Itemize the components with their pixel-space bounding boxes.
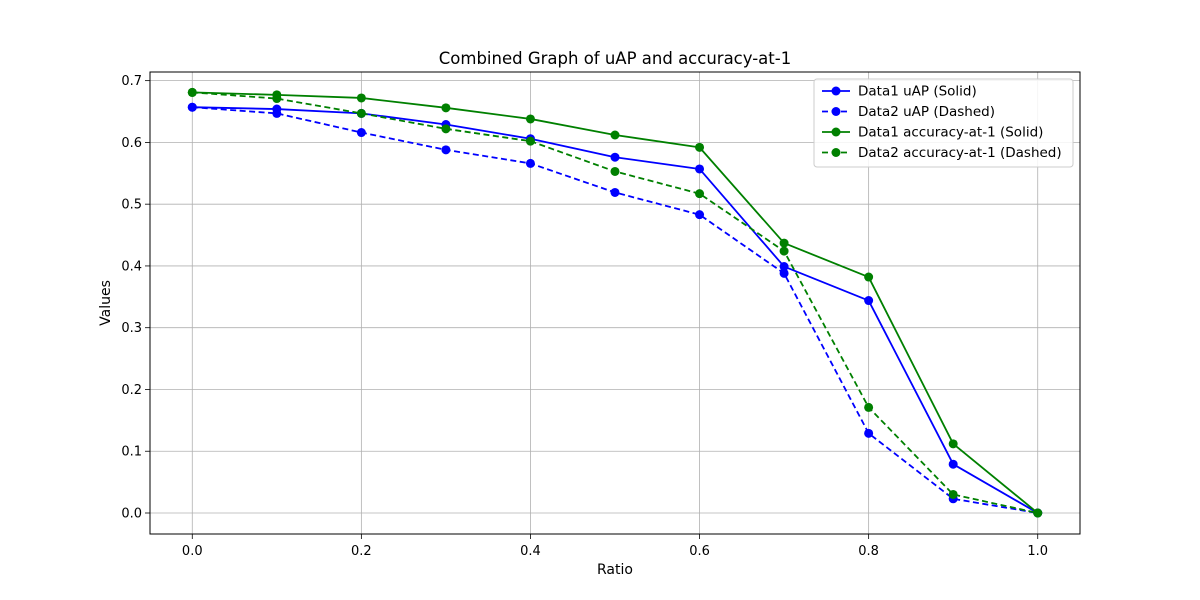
x-tick-label: 1.0 — [1027, 544, 1048, 559]
y-tick-label: 0.0 — [121, 507, 142, 522]
data-point — [610, 152, 620, 162]
legend-marker — [831, 86, 841, 96]
data-point — [1033, 508, 1043, 518]
x-tick-label: 0.2 — [351, 544, 372, 559]
data-point — [525, 114, 535, 124]
data-point — [779, 268, 789, 278]
data-point — [610, 187, 620, 197]
data-point — [948, 439, 958, 449]
x-tick-label: 0.4 — [520, 544, 541, 559]
series-lines — [187, 87, 1043, 518]
legend-item: Data2 uAP (Dashed) — [822, 104, 995, 120]
data-point — [695, 164, 705, 174]
data-point — [610, 130, 620, 140]
chart-title: Combined Graph of uAP and accuracy-at-1 — [439, 49, 791, 68]
legend-marker — [831, 107, 841, 116]
data-point — [779, 262, 789, 272]
legend-label: Data2 accuracy-at-1 (Dashed) — [858, 145, 1062, 161]
data-point — [948, 489, 958, 499]
grid — [150, 72, 1080, 534]
data-point — [187, 87, 197, 97]
data-point — [779, 238, 789, 248]
series-4 — [187, 87, 1043, 518]
axis-ticks: 0.0 0.2 0.4 0.6 0.8 1.0 0.0 0.1 0.2 0.3 0.4 0.5 0.6 0… — [121, 74, 1048, 559]
data-point — [356, 93, 366, 103]
x-tick-label: 0.8 — [858, 544, 879, 559]
data-point — [864, 428, 874, 438]
x-tick-label: 0.0 — [182, 544, 203, 559]
data-point — [610, 166, 620, 176]
y-tick-label: 0.6 — [121, 136, 142, 151]
data-point — [187, 102, 197, 112]
legend-marker — [831, 127, 841, 137]
y-axis-label: Values — [98, 280, 114, 326]
data-point — [948, 459, 958, 469]
legend-label: Data1 accuracy-at-1 (Solid) — [858, 125, 1043, 141]
legend-item: Data1 uAP (Solid) — [822, 84, 977, 100]
legend: Data1 uAP (Solid) Data2 uAP (Dashed) Data1… — [813, 78, 1074, 168]
data-point — [695, 142, 705, 152]
data-point — [864, 272, 874, 282]
legend-item: Data2 accuracy-at-1 (Dashed) — [822, 145, 1062, 161]
y-tick-label: 0.2 — [121, 383, 142, 398]
legend-box — [813, 78, 1074, 168]
y-tick-label: 0.1 — [121, 445, 142, 460]
legend-item: Data1 accuracy-at-1 (Solid) — [822, 125, 1043, 141]
data-point — [864, 402, 874, 412]
data-point — [525, 158, 535, 168]
data-point — [441, 145, 451, 155]
data-point — [441, 103, 451, 113]
legend-marker — [831, 148, 841, 157]
y-tick-label: 0.3 — [121, 321, 142, 336]
x-axis-label: Ratio — [597, 562, 633, 578]
y-tick-label: 0.4 — [121, 259, 142, 274]
y-tick-label: 0.5 — [121, 198, 142, 213]
legend-label: Data1 uAP (Solid) — [858, 84, 977, 100]
data-point — [525, 136, 535, 146]
data-point — [779, 246, 789, 256]
data-point — [695, 189, 705, 199]
x-tick-label: 0.6 — [689, 544, 710, 559]
y-tick-label: 0.7 — [121, 74, 142, 89]
data-point — [272, 108, 282, 118]
plot-area-frame — [149, 71, 1081, 535]
data-point — [864, 296, 874, 306]
data-point — [695, 210, 705, 220]
data-point — [356, 108, 366, 118]
data-point — [441, 124, 451, 134]
legend-label: Data2 uAP (Dashed) — [858, 104, 995, 120]
data-point — [272, 94, 282, 104]
data-point — [356, 128, 366, 138]
